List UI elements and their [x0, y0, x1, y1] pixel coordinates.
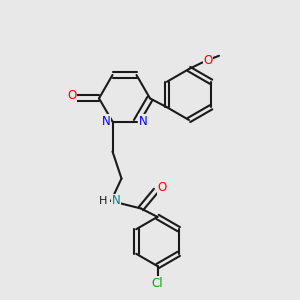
Text: N: N — [101, 115, 110, 128]
Text: N: N — [112, 194, 121, 208]
Text: O: O — [203, 53, 212, 67]
Text: O: O — [68, 89, 76, 102]
Text: O: O — [158, 181, 166, 194]
Text: N: N — [139, 115, 148, 128]
Text: Cl: Cl — [152, 277, 163, 290]
Text: H: H — [98, 196, 107, 206]
